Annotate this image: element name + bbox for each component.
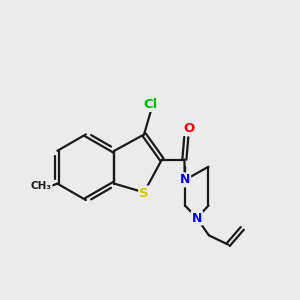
Text: N: N [180, 173, 190, 186]
Text: S: S [139, 187, 149, 200]
Text: O: O [183, 122, 194, 135]
Text: CH₃: CH₃ [31, 181, 52, 191]
Text: Cl: Cl [144, 98, 158, 111]
Text: N: N [192, 212, 202, 224]
